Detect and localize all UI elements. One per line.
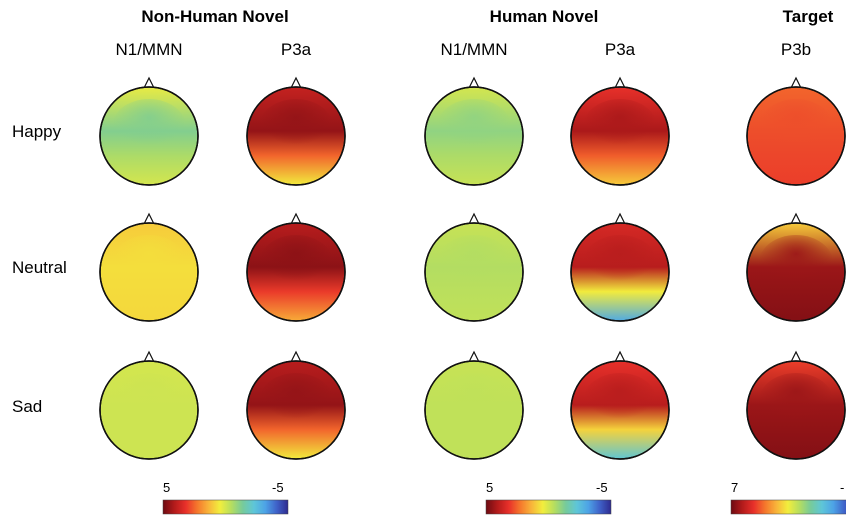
activation-peak xyxy=(437,99,511,153)
activation-peak xyxy=(583,373,657,427)
activation-peak xyxy=(437,373,511,427)
colorbar-3 xyxy=(730,499,846,515)
activation-peak xyxy=(759,235,833,289)
colorbar-3-right-label: - xyxy=(840,480,845,495)
topomap-neutral-p3a-3 xyxy=(570,212,670,322)
colorbar-2 xyxy=(485,499,612,515)
component-label-n1mmn-human: N1/MMN xyxy=(440,40,508,59)
colorbar-2-right-label: -5 xyxy=(596,480,608,495)
colorbar-1 xyxy=(162,499,289,515)
topomap-sad-n1mmn-2 xyxy=(424,350,524,460)
topomap-neutral-n1mmn-0 xyxy=(99,212,199,322)
colorbar-1-left-label: 5 xyxy=(163,480,171,495)
row-label-sad: Sad xyxy=(12,397,43,416)
group-title-target: Target xyxy=(782,7,834,26)
topomap-happy-n1mmn-0 xyxy=(99,76,199,186)
activation-peak xyxy=(112,235,186,289)
topomap-happy-p3a-3 xyxy=(570,76,670,186)
activation-peak xyxy=(259,373,333,427)
activation-peak xyxy=(437,235,511,289)
component-label-n1mmn-nonhuman: N1/MMN xyxy=(115,40,183,59)
row-label-happy: Happy xyxy=(12,122,62,141)
activation-peak xyxy=(759,99,833,153)
component-label-p3a-nonhuman: P3a xyxy=(280,40,312,59)
activation-peak xyxy=(583,235,657,289)
topomap-sad-n1mmn-0 xyxy=(99,350,199,460)
topomap-neutral-p3b-4 xyxy=(746,212,846,322)
activation-peak xyxy=(112,99,186,153)
topomap-happy-p3b-4 xyxy=(746,76,846,186)
topomap-sad-p3b-4 xyxy=(746,350,846,460)
activation-peak xyxy=(759,373,833,427)
topomap-neutral-p3a-1 xyxy=(246,212,346,322)
colorbar-1-right-label: -5 xyxy=(272,480,284,495)
activation-peak xyxy=(259,235,333,289)
group-title-non-human-novel: Non-Human Novel xyxy=(141,7,289,26)
topomap-sad-p3a-3 xyxy=(570,350,670,460)
activation-peak xyxy=(259,99,333,153)
component-label-p3a-human: P3a xyxy=(604,40,636,59)
topomap-happy-p3a-1 xyxy=(246,76,346,186)
activation-peak xyxy=(112,373,186,427)
colorbar-3-left-label: 7 xyxy=(731,480,739,495)
group-title-human-novel: Human Novel xyxy=(489,7,599,26)
row-label-neutral: Neutral xyxy=(12,258,67,277)
activation-peak xyxy=(583,99,657,153)
topomap-sad-p3a-1 xyxy=(246,350,346,460)
topomap-neutral-n1mmn-2 xyxy=(424,212,524,322)
topomap-happy-n1mmn-2 xyxy=(424,76,524,186)
colorbar-2-left-label: 5 xyxy=(486,480,494,495)
component-label-p3b-target: P3b xyxy=(780,40,812,59)
